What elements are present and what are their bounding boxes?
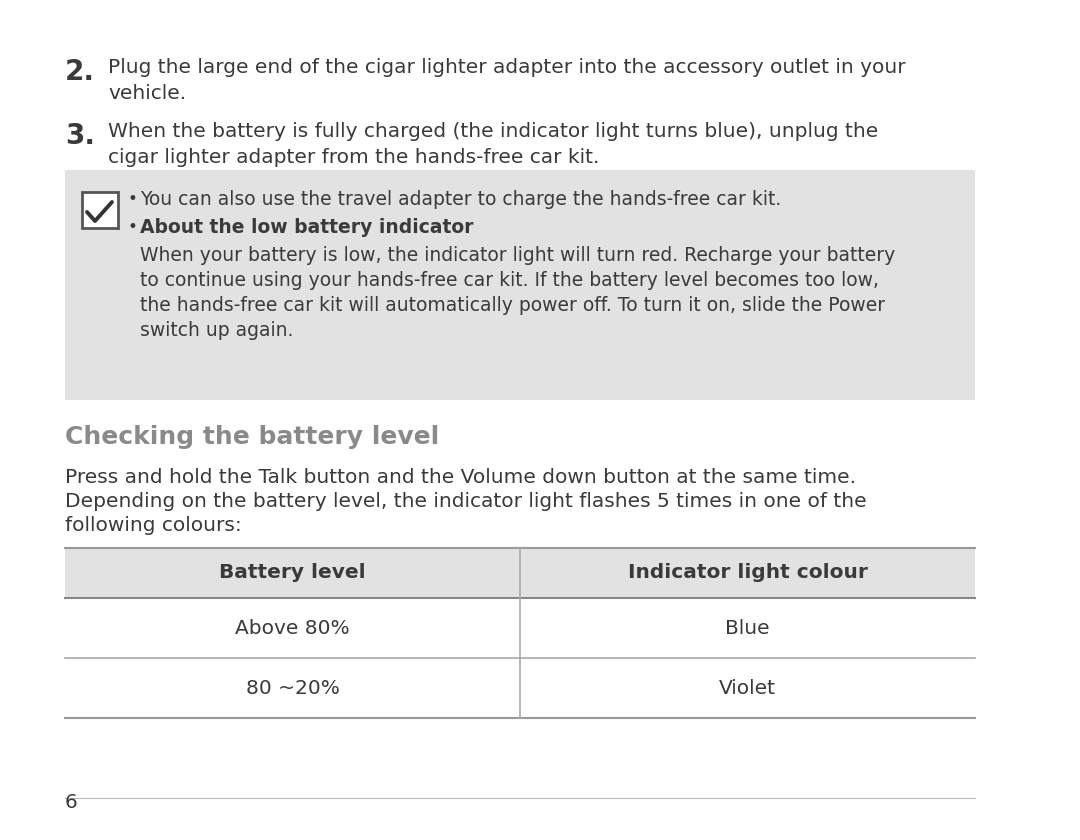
Text: Above 80%: Above 80% bbox=[235, 618, 350, 638]
Text: 6: 6 bbox=[65, 793, 78, 812]
Text: Press and hold the Talk button and the Volume down button at the same time.: Press and hold the Talk button and the V… bbox=[65, 468, 856, 487]
FancyBboxPatch shape bbox=[65, 548, 975, 598]
Text: to continue using your hands-free car kit. If the battery level becomes too low,: to continue using your hands-free car ki… bbox=[140, 271, 879, 290]
Text: When your battery is low, the indicator light will turn red. Recharge your batte: When your battery is low, the indicator … bbox=[140, 246, 895, 265]
Text: the hands-free car kit will automatically power off. To turn it on, slide the Po: the hands-free car kit will automaticall… bbox=[140, 296, 886, 315]
FancyBboxPatch shape bbox=[82, 192, 118, 228]
Text: •: • bbox=[129, 218, 138, 236]
Text: switch up again.: switch up again. bbox=[140, 321, 294, 340]
Text: Plug the large end of the cigar lighter adapter into the accessory outlet in you: Plug the large end of the cigar lighter … bbox=[108, 58, 906, 77]
Text: Battery level: Battery level bbox=[219, 564, 366, 582]
Text: About the low battery indicator: About the low battery indicator bbox=[140, 218, 473, 237]
Text: •: • bbox=[129, 190, 138, 208]
Text: Violet: Violet bbox=[719, 679, 777, 697]
Text: cigar lighter adapter from the hands-free car kit.: cigar lighter adapter from the hands-fre… bbox=[108, 148, 599, 167]
Text: following colours:: following colours: bbox=[65, 516, 242, 535]
Text: Blue: Blue bbox=[725, 618, 770, 638]
Text: 80 ~20%: 80 ~20% bbox=[245, 679, 339, 697]
Text: Indicator light colour: Indicator light colour bbox=[627, 564, 867, 582]
Text: 3.: 3. bbox=[65, 122, 95, 150]
Text: You can also use the travel adapter to charge the hands-free car kit.: You can also use the travel adapter to c… bbox=[140, 190, 781, 209]
Text: When the battery is fully charged (the indicator light turns blue), unplug the: When the battery is fully charged (the i… bbox=[108, 122, 878, 141]
Text: 2.: 2. bbox=[65, 58, 95, 86]
Text: Checking the battery level: Checking the battery level bbox=[65, 425, 440, 449]
Text: Depending on the battery level, the indicator light flashes 5 times in one of th: Depending on the battery level, the indi… bbox=[65, 492, 866, 511]
Text: vehicle.: vehicle. bbox=[108, 84, 186, 103]
FancyBboxPatch shape bbox=[65, 170, 975, 400]
